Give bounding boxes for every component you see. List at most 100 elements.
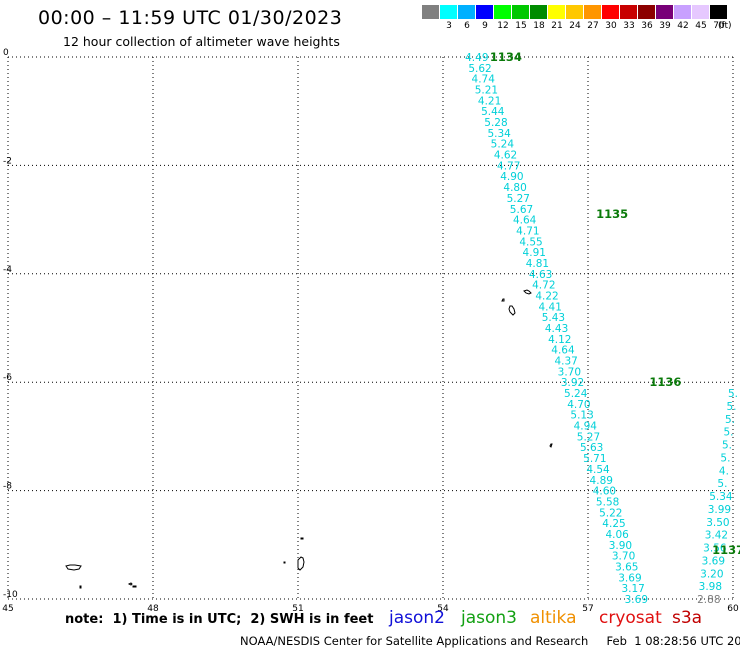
color-scale-swatch <box>512 5 530 19</box>
swh-value: 4.72 <box>532 280 555 292</box>
swh-value: 3.98 <box>699 581 722 593</box>
swh-value: 5.62 <box>468 63 491 75</box>
legend-jason2: jason2 <box>389 608 445 628</box>
color-scale-label: 39 <box>659 21 671 31</box>
color-scale-label: 70 <box>713 21 725 31</box>
swh-value: 4.71 <box>516 225 539 237</box>
color-scale-label: 33 <box>623 21 635 31</box>
swh-value: 4.21 <box>478 95 501 107</box>
swh-value: 4.49 <box>465 52 488 64</box>
swh-value: 3.50 <box>706 517 729 529</box>
swh-value: 5. <box>726 401 736 413</box>
swh-value: 5.21 <box>475 85 498 97</box>
color-scale-label: 45 <box>695 21 707 31</box>
island-outline <box>127 582 133 586</box>
island-outline <box>523 289 532 295</box>
island-outline <box>508 305 516 316</box>
swh-value: 5.58 <box>596 496 619 508</box>
color-scale-label: 3 <box>446 21 452 31</box>
island-outline <box>79 585 82 589</box>
swh-value: 5.24 <box>564 388 588 400</box>
lat-tick-label: -8 <box>3 482 12 492</box>
swh-value: 4.89 <box>590 475 613 487</box>
swh-value: 4.81 <box>526 258 549 270</box>
footer-credit: NOAA/NESDIS Center for Satellite Applica… <box>240 634 740 648</box>
swh-value: 5.67 <box>510 204 533 216</box>
swh-value: 4.22 <box>535 290 558 302</box>
swh-value: 4.54 <box>586 464 610 476</box>
color-scale-label: 6 <box>464 21 470 31</box>
color-scale-swatch <box>602 5 620 19</box>
color-scale-swatch <box>422 5 440 19</box>
swh-value: 3.69 <box>618 572 641 584</box>
swh-value: 4.90 <box>500 171 523 183</box>
island-outline <box>283 561 286 564</box>
lat-tick-label: -6 <box>3 373 12 383</box>
swh-value: 5.27 <box>577 431 600 443</box>
swh-value: 5. <box>725 414 735 426</box>
color-scale-swatch <box>458 5 476 19</box>
swh-value: 4.74 <box>472 74 496 86</box>
color-scale-swatch <box>494 5 512 19</box>
swh-value: 4.43 <box>545 323 568 335</box>
pass-number-label: 1135 <box>596 207 628 221</box>
swh-value: 4.41 <box>539 301 562 313</box>
swh-value: 5. <box>723 427 733 439</box>
map-grid <box>7 56 734 600</box>
lon-tick-label: 57 <box>582 604 593 614</box>
color-scale-swatch <box>440 5 458 19</box>
color-scale-label: 21 <box>551 21 563 31</box>
pass-number-label: 1136 <box>649 375 681 389</box>
swh-value: 5. <box>722 440 732 452</box>
lon-tick-label: 54 <box>437 604 449 614</box>
color-scale-swatch <box>620 5 638 19</box>
legend-s3a: s3a <box>672 608 703 628</box>
color-scale-label: 12 <box>497 21 509 31</box>
swh-value: 3.99 <box>708 504 731 516</box>
island-outline <box>132 585 137 588</box>
swh-value: 4.60 <box>593 486 616 498</box>
color-scale-label: 9 <box>482 21 488 31</box>
swh-value: 5. <box>728 388 738 400</box>
color-scale-labels: 3 6 9 12 15 18 21 24 27 30 33 36 39 42 45 70 <box>422 21 728 31</box>
swh-value: 5.24 <box>491 139 515 151</box>
swh-value: 3.56 <box>703 543 727 555</box>
lon-tick-label: 60 <box>727 604 739 614</box>
color-scale-label: 27 <box>587 21 599 31</box>
satellite-track: 4.495.624.745.214.215.445.285.345.244.62… <box>465 50 740 606</box>
color-scale-swatch <box>548 5 566 19</box>
island-outline <box>297 556 305 571</box>
swh-value: 3.90 <box>609 540 632 552</box>
color-scale-swatch <box>674 5 692 19</box>
lat-tick-label: 0 <box>3 48 9 58</box>
swh-value: 5.71 <box>583 453 606 465</box>
pass-number-label: 1134 <box>490 50 522 64</box>
legend-altika: altika <box>530 608 577 628</box>
color-scale-swatch <box>584 5 602 19</box>
swh-value: 3.70 <box>612 551 635 563</box>
color-scale-swatch <box>656 5 674 19</box>
color-scale-swatch <box>692 5 710 19</box>
swh-value: 3.69 <box>702 555 725 567</box>
swh-value: 3.70 <box>558 366 581 378</box>
color-scale-label: 36 <box>641 21 653 31</box>
swh-value: 4.37 <box>554 356 577 368</box>
swh-value: 5. <box>717 478 727 490</box>
swh-value: 5.63 <box>580 442 603 454</box>
color-scale-swatch <box>530 5 548 19</box>
lon-tick-label: 51 <box>292 604 303 614</box>
color-scale-label: 42 <box>677 21 689 31</box>
swh-value: 5.34 <box>487 128 511 140</box>
island-outline <box>300 537 304 540</box>
swh-value: 4.06 <box>605 529 629 541</box>
lat-tick-label: -4 <box>3 265 12 275</box>
swh-value: 5.44 <box>481 106 505 118</box>
swh-value: 3.20 <box>700 568 723 580</box>
color-scale-label: 30 <box>605 21 617 31</box>
swh-value: 3.92 <box>561 377 584 389</box>
color-scale-legend <box>422 5 728 19</box>
lat-tick-label: -10 <box>3 590 18 600</box>
pass-number-label: 1137 <box>712 543 740 557</box>
swh-value: 4.80 <box>503 182 526 194</box>
swh-value: 3.42 <box>705 530 728 542</box>
